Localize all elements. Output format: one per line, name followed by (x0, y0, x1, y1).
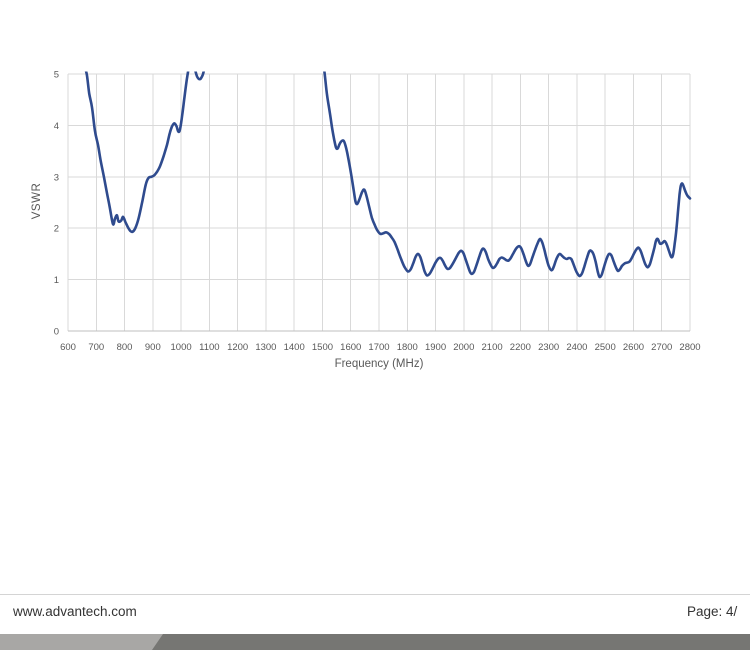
x-axis-title: Frequency (MHz) (334, 358, 424, 370)
x-tick-label: 1100 (199, 342, 219, 353)
y-tick-label: 5 (54, 70, 59, 81)
x-tick-label: 1000 (171, 342, 192, 353)
x-tick-label: 2300 (538, 342, 559, 353)
x-tick-label: 2000 (453, 342, 474, 353)
x-tick-label: 1600 (340, 342, 361, 353)
footer-page-number: Page: 4/ (687, 604, 738, 619)
x-tick-label: 1300 (255, 342, 276, 353)
x-tick-label: 2100 (482, 342, 503, 353)
x-tick-label: 2700 (651, 342, 672, 353)
y-tick-label: 3 (54, 172, 59, 183)
vswr-chart-canvas: 0 1 2 3 4 5 600 700 800 900 1000 1100 1200 1300 1400 15… (54, 70, 701, 354)
x-tick-label: 2200 (510, 342, 531, 353)
x-tick-label: 2800 (679, 342, 700, 353)
vswr-chart: 0 1 2 3 4 5 600 700 800 900 1000 1100 1200 1300 1400 15… (31, 70, 701, 371)
footer-divider (0, 594, 750, 595)
vswr-curve (84, 71, 692, 279)
y-tick-label: 4 (54, 121, 59, 132)
x-tick-label: 1200 (227, 342, 248, 353)
x-tick-label: 700 (88, 342, 104, 353)
x-tick-label: 1800 (397, 342, 418, 353)
x-tick-label: 1700 (368, 342, 389, 353)
x-tick-label: 800 (117, 342, 133, 353)
y-tick-label: 2 (54, 224, 59, 235)
x-tick-label: 1500 (312, 342, 333, 353)
y-axis-title: VSWR (31, 182, 43, 220)
footer-website-link[interactable]: www.advantech.com (13, 604, 137, 619)
x-tick-label: 2600 (623, 342, 644, 353)
x-tick-label: 2500 (595, 342, 616, 353)
x-tick-label: 1400 (284, 342, 305, 353)
y-tick-label: 0 (54, 327, 59, 338)
x-tick-label: 2400 (566, 342, 587, 353)
footer-accent-bar-dark-segment (152, 634, 750, 650)
x-tick-label: 600 (60, 342, 76, 353)
y-tick-label: 1 (54, 275, 59, 286)
footer-accent-bar (0, 634, 750, 650)
x-tick-label: 1900 (425, 342, 446, 353)
x-tick-label: 900 (145, 342, 161, 353)
